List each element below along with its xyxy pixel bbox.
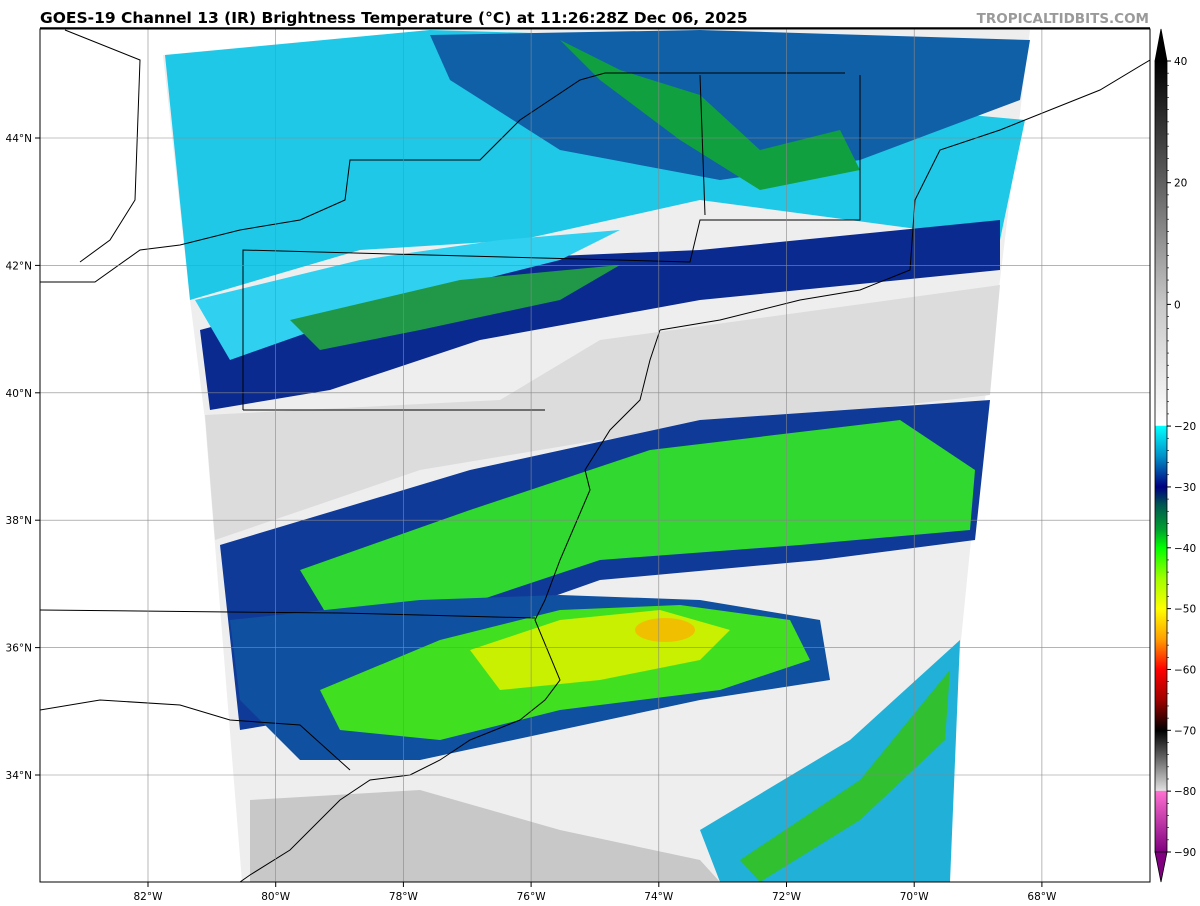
longitude-label: 70°W [900, 891, 930, 903]
colorbar-tick-label: 0 [1174, 299, 1181, 311]
longitude-label: 72°W [772, 891, 802, 903]
longitude-label: 76°W [517, 891, 547, 903]
colorbar-tick-label: −40 [1174, 543, 1196, 555]
colorbar-extend-max [1154, 28, 1168, 62]
latitude-labels: 44°N 42°N 40°N 38°N 36°N 34°N [6, 133, 40, 782]
colorbar-tick-label: −60 [1174, 664, 1196, 676]
latitude-label: 38°N [6, 515, 32, 527]
longitude-labels: 82°W 80°W 78°W 76°W 74°W 72°W 70°W 68°W [134, 882, 1057, 903]
cloud-band-north-green [560, 40, 860, 190]
colorbar: 40 20 0 −20 −30 −40 −50 −60 −70 −80 −90 [1154, 28, 1196, 883]
coastlines [40, 29, 1150, 882]
colorbar-tick-label: −20 [1174, 421, 1196, 433]
colorbar-tick-label: −50 [1174, 604, 1196, 616]
longitude-label: 80°W [261, 891, 291, 903]
map-frame [39, 28, 1151, 883]
longitude-label: 82°W [134, 891, 164, 903]
longitude-label: 68°W [1027, 891, 1057, 903]
clear-region-south-gray [250, 790, 720, 882]
cloud-band-north-cyan [165, 30, 1025, 300]
cloud-band-se-cyan [700, 640, 960, 882]
cloud-band-north-blue [430, 30, 1030, 180]
colorbar-tick-label: −90 [1174, 847, 1196, 859]
latitude-label: 42°N [6, 260, 32, 272]
longitude-label: 78°W [389, 891, 419, 903]
cloud-band-se-green [740, 670, 950, 882]
cloud-band-mid-green [290, 265, 620, 350]
clear-region-gray [205, 285, 1000, 540]
latitude-label: 34°N [6, 770, 32, 782]
cloud-band-mid-blue [200, 220, 1000, 410]
colorbar-tick-label: −70 [1174, 725, 1196, 737]
graticule [40, 29, 1150, 882]
colorbar-tick-label: −80 [1174, 786, 1196, 798]
imagery-layer [40, 29, 1150, 882]
colorbar-tick-label: 40 [1174, 56, 1187, 68]
watermark: TROPICALTIDBITS.COM [976, 11, 1149, 27]
latitude-label: 40°N [6, 388, 32, 400]
latitude-label: 36°N [6, 643, 32, 655]
colorbar-tick-label: −30 [1174, 482, 1196, 494]
colorbar-extend-min [1154, 851, 1168, 883]
map-title: GOES-19 Channel 13 (IR) Brightness Tempe… [40, 9, 748, 27]
colorbar-tick-label: 20 [1174, 178, 1187, 190]
longitude-label: 74°W [644, 891, 674, 903]
colorbar-bar [1154, 60, 1168, 853]
latitude-label: 44°N [6, 133, 32, 145]
cloud-core-orange [635, 618, 695, 642]
